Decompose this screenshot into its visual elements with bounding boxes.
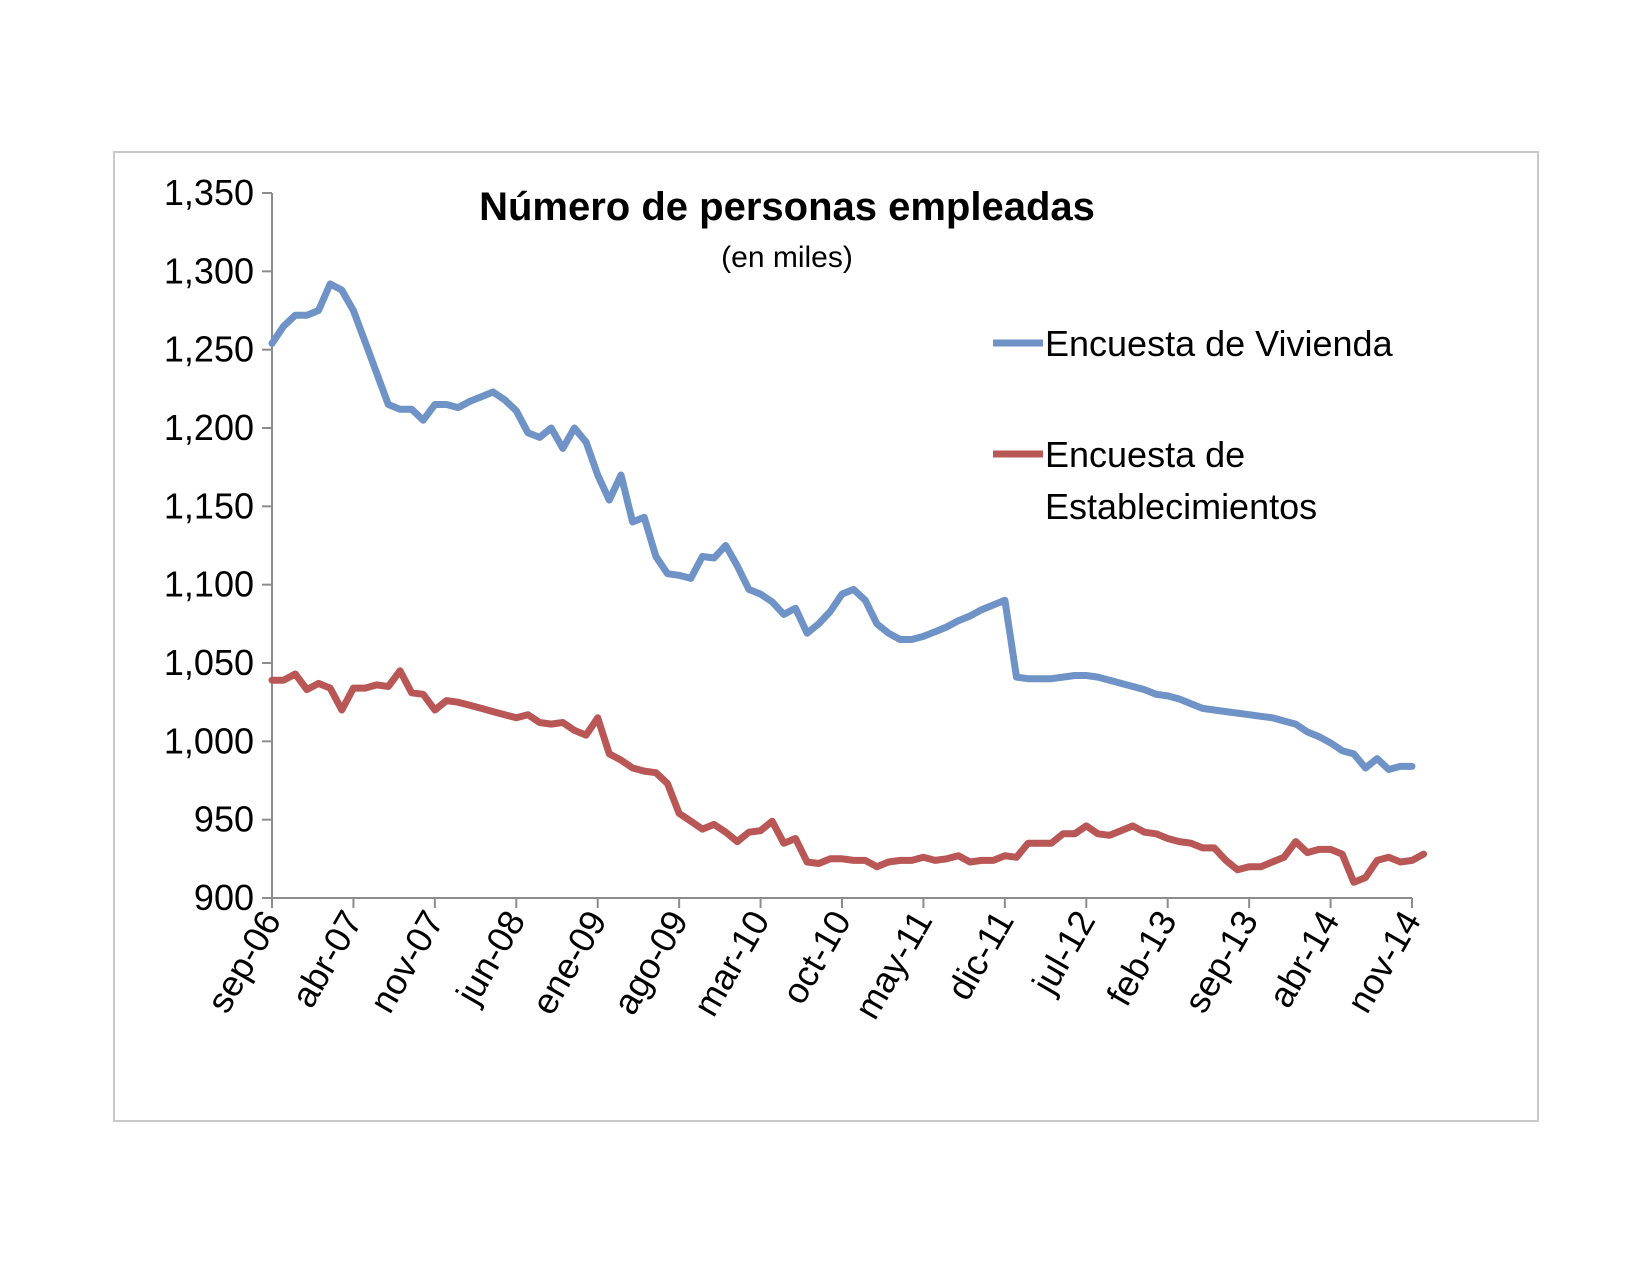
chart-frame: 900 950 1,000 1,050 1,100 1,150 1,200 1,250 1,30…: [113, 151, 1539, 1122]
x-tick-label: abr-07: [283, 904, 371, 1015]
series-line-establecimientos: [268, 667, 1428, 886]
y-tick-label: 1,350: [164, 172, 254, 213]
y-tick-label: 1,050: [164, 642, 254, 683]
x-tick-label: sep-13: [1176, 904, 1267, 1020]
x-tick-label: nov-14: [1338, 904, 1429, 1020]
legend: Encuesta de Vivienda Encuesta de Establec…: [993, 323, 1394, 527]
x-tick-label: ago-09: [605, 904, 697, 1022]
y-tick-label: 1,150: [164, 485, 254, 526]
y-tick-label: 1,250: [164, 329, 254, 370]
legend-label-vivienda: Encuesta de Vivienda: [1045, 323, 1394, 364]
chart-subtitle: (en miles): [721, 241, 853, 274]
x-tick-label: may-11: [846, 904, 940, 1026]
y-axis: 900 950 1,000 1,050 1,100 1,150 1,200 1,250 1,30…: [164, 172, 273, 918]
y-tick-label: 1,000: [164, 720, 254, 761]
y-tick-label: 1,200: [164, 407, 254, 448]
x-axis: sep-06abr-07nov-07jun-08ene-09ago-09mar-…: [198, 897, 1429, 1026]
y-tick-label: 950: [194, 799, 254, 840]
x-tick-label: jun-08: [447, 904, 533, 1012]
x-tick-label: dic-11: [939, 904, 1022, 1007]
x-tick-label: mar-10: [685, 904, 778, 1023]
series-lines: [268, 280, 1428, 886]
x-tick-label: feb-13: [1098, 904, 1185, 1013]
x-tick-label: oct-10: [773, 904, 859, 1011]
line-chart: 900 950 1,000 1,050 1,100 1,150 1,200 1,250 1,30…: [164, 172, 1429, 1026]
x-tick-label: jul-12: [1023, 903, 1103, 1001]
series-line-vivienda: [268, 280, 1416, 773]
y-tick-label: 900: [194, 877, 254, 918]
y-tick-label: 1,100: [164, 564, 254, 605]
x-tick-label: abr-14: [1260, 904, 1348, 1015]
x-tick-label: ene-09: [523, 904, 615, 1022]
chart-title: Número de personas empleadas: [479, 185, 1095, 229]
x-tick-label: nov-07: [361, 904, 452, 1020]
y-tick-label: 1,300: [164, 250, 254, 291]
legend-label-establecimientos: Encuesta de Establecimientos: [1045, 434, 1317, 527]
x-tick-label: sep-06: [198, 904, 289, 1020]
